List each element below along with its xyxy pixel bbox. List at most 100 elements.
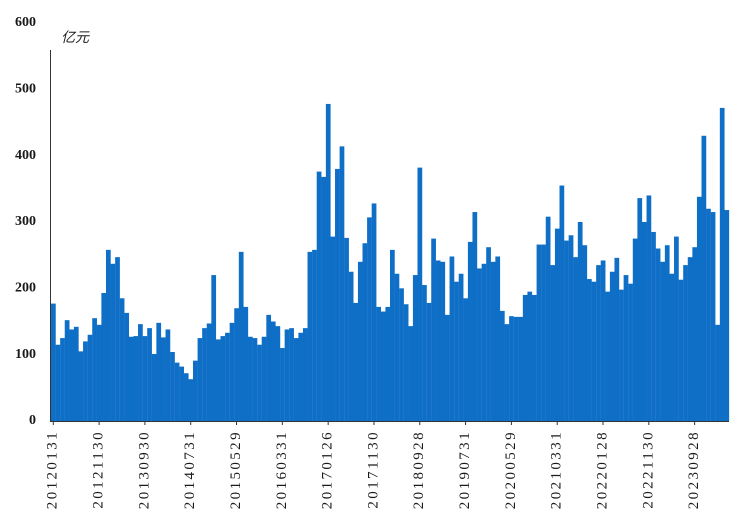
bar <box>706 208 711 421</box>
bar <box>238 251 244 421</box>
bar <box>367 217 372 421</box>
x-tick-label: 20190731 <box>457 430 473 509</box>
bar <box>385 306 391 421</box>
bar <box>115 257 120 421</box>
bar <box>431 238 436 421</box>
bar <box>96 324 102 421</box>
bar <box>467 241 473 421</box>
bar <box>316 171 322 421</box>
bar <box>234 308 239 421</box>
bar <box>188 379 194 421</box>
y-axis-unit-label: 亿元 <box>61 30 90 46</box>
x-tick-label: 20220128 <box>594 430 610 509</box>
bar <box>69 329 75 421</box>
x-tick-label: 20221130 <box>640 430 656 509</box>
bar <box>573 257 578 421</box>
bar <box>710 212 716 421</box>
bar <box>298 332 304 421</box>
bar <box>92 318 97 421</box>
bar <box>160 337 166 421</box>
bar <box>582 245 588 421</box>
bar <box>101 292 107 421</box>
bar <box>257 344 262 421</box>
bar <box>119 298 125 421</box>
x-tick-label: 20170126 <box>320 430 336 509</box>
bar <box>568 235 574 421</box>
bar <box>261 336 267 421</box>
bar <box>73 326 79 421</box>
bar <box>412 275 418 421</box>
bar <box>293 338 299 421</box>
bar <box>225 332 230 421</box>
y-tick-label: 300 <box>15 214 36 229</box>
bar <box>193 360 198 421</box>
bar <box>408 326 414 421</box>
bar <box>422 285 427 421</box>
bar <box>678 279 684 421</box>
y-tick-label: 100 <box>15 347 36 362</box>
bar <box>284 329 290 421</box>
bar <box>197 338 203 421</box>
bar <box>170 352 175 421</box>
bar <box>362 243 368 421</box>
x-tick-label: 20120131 <box>45 430 61 509</box>
bar <box>247 336 253 421</box>
bar <box>486 247 491 421</box>
x-tick-label: 20130930 <box>136 430 152 509</box>
bar <box>280 348 285 421</box>
bar <box>596 265 601 421</box>
bar <box>426 302 432 421</box>
x-tick-label: 20180928 <box>411 430 427 509</box>
bar <box>252 338 258 421</box>
bar <box>344 237 349 421</box>
bar <box>321 176 327 421</box>
bar <box>229 322 235 421</box>
bar <box>472 212 478 421</box>
bar <box>394 273 400 421</box>
bar <box>692 247 698 421</box>
bar <box>266 314 272 421</box>
bar <box>554 228 560 421</box>
x-tick-label: 20121130 <box>91 430 107 509</box>
bar <box>312 249 317 421</box>
x-tick-label: 20230928 <box>686 430 702 509</box>
x-tick-label: 20200529 <box>503 430 519 509</box>
bar <box>289 328 294 421</box>
bar <box>527 291 533 421</box>
bar <box>591 281 597 421</box>
bar <box>660 261 666 421</box>
bar <box>183 373 189 421</box>
bar <box>60 338 65 421</box>
bar <box>504 324 510 421</box>
bar <box>302 328 308 421</box>
bar <box>628 283 633 421</box>
bar <box>724 210 730 421</box>
bar <box>550 265 556 421</box>
bar <box>444 314 450 421</box>
x-tick-label: 20171130 <box>365 430 381 509</box>
x-tick-label: 20150529 <box>228 430 244 509</box>
bar <box>243 306 249 421</box>
x-tick-label: 20160331 <box>274 430 290 509</box>
bar <box>619 289 624 421</box>
bar <box>477 268 482 421</box>
bar <box>669 273 675 421</box>
bar <box>417 167 423 421</box>
bar <box>376 306 381 421</box>
bar <box>138 324 143 421</box>
bar <box>147 328 152 421</box>
bar <box>339 146 345 421</box>
bar <box>600 260 606 421</box>
bar <box>128 336 134 421</box>
bar <box>105 249 111 421</box>
bar <box>683 265 688 421</box>
bar <box>330 236 336 421</box>
bar <box>399 288 404 421</box>
bar <box>357 261 363 421</box>
bar <box>545 216 551 421</box>
bar <box>179 366 184 421</box>
bar <box>275 326 281 421</box>
bar <box>577 222 583 421</box>
bar <box>211 275 217 421</box>
bar <box>481 263 487 421</box>
